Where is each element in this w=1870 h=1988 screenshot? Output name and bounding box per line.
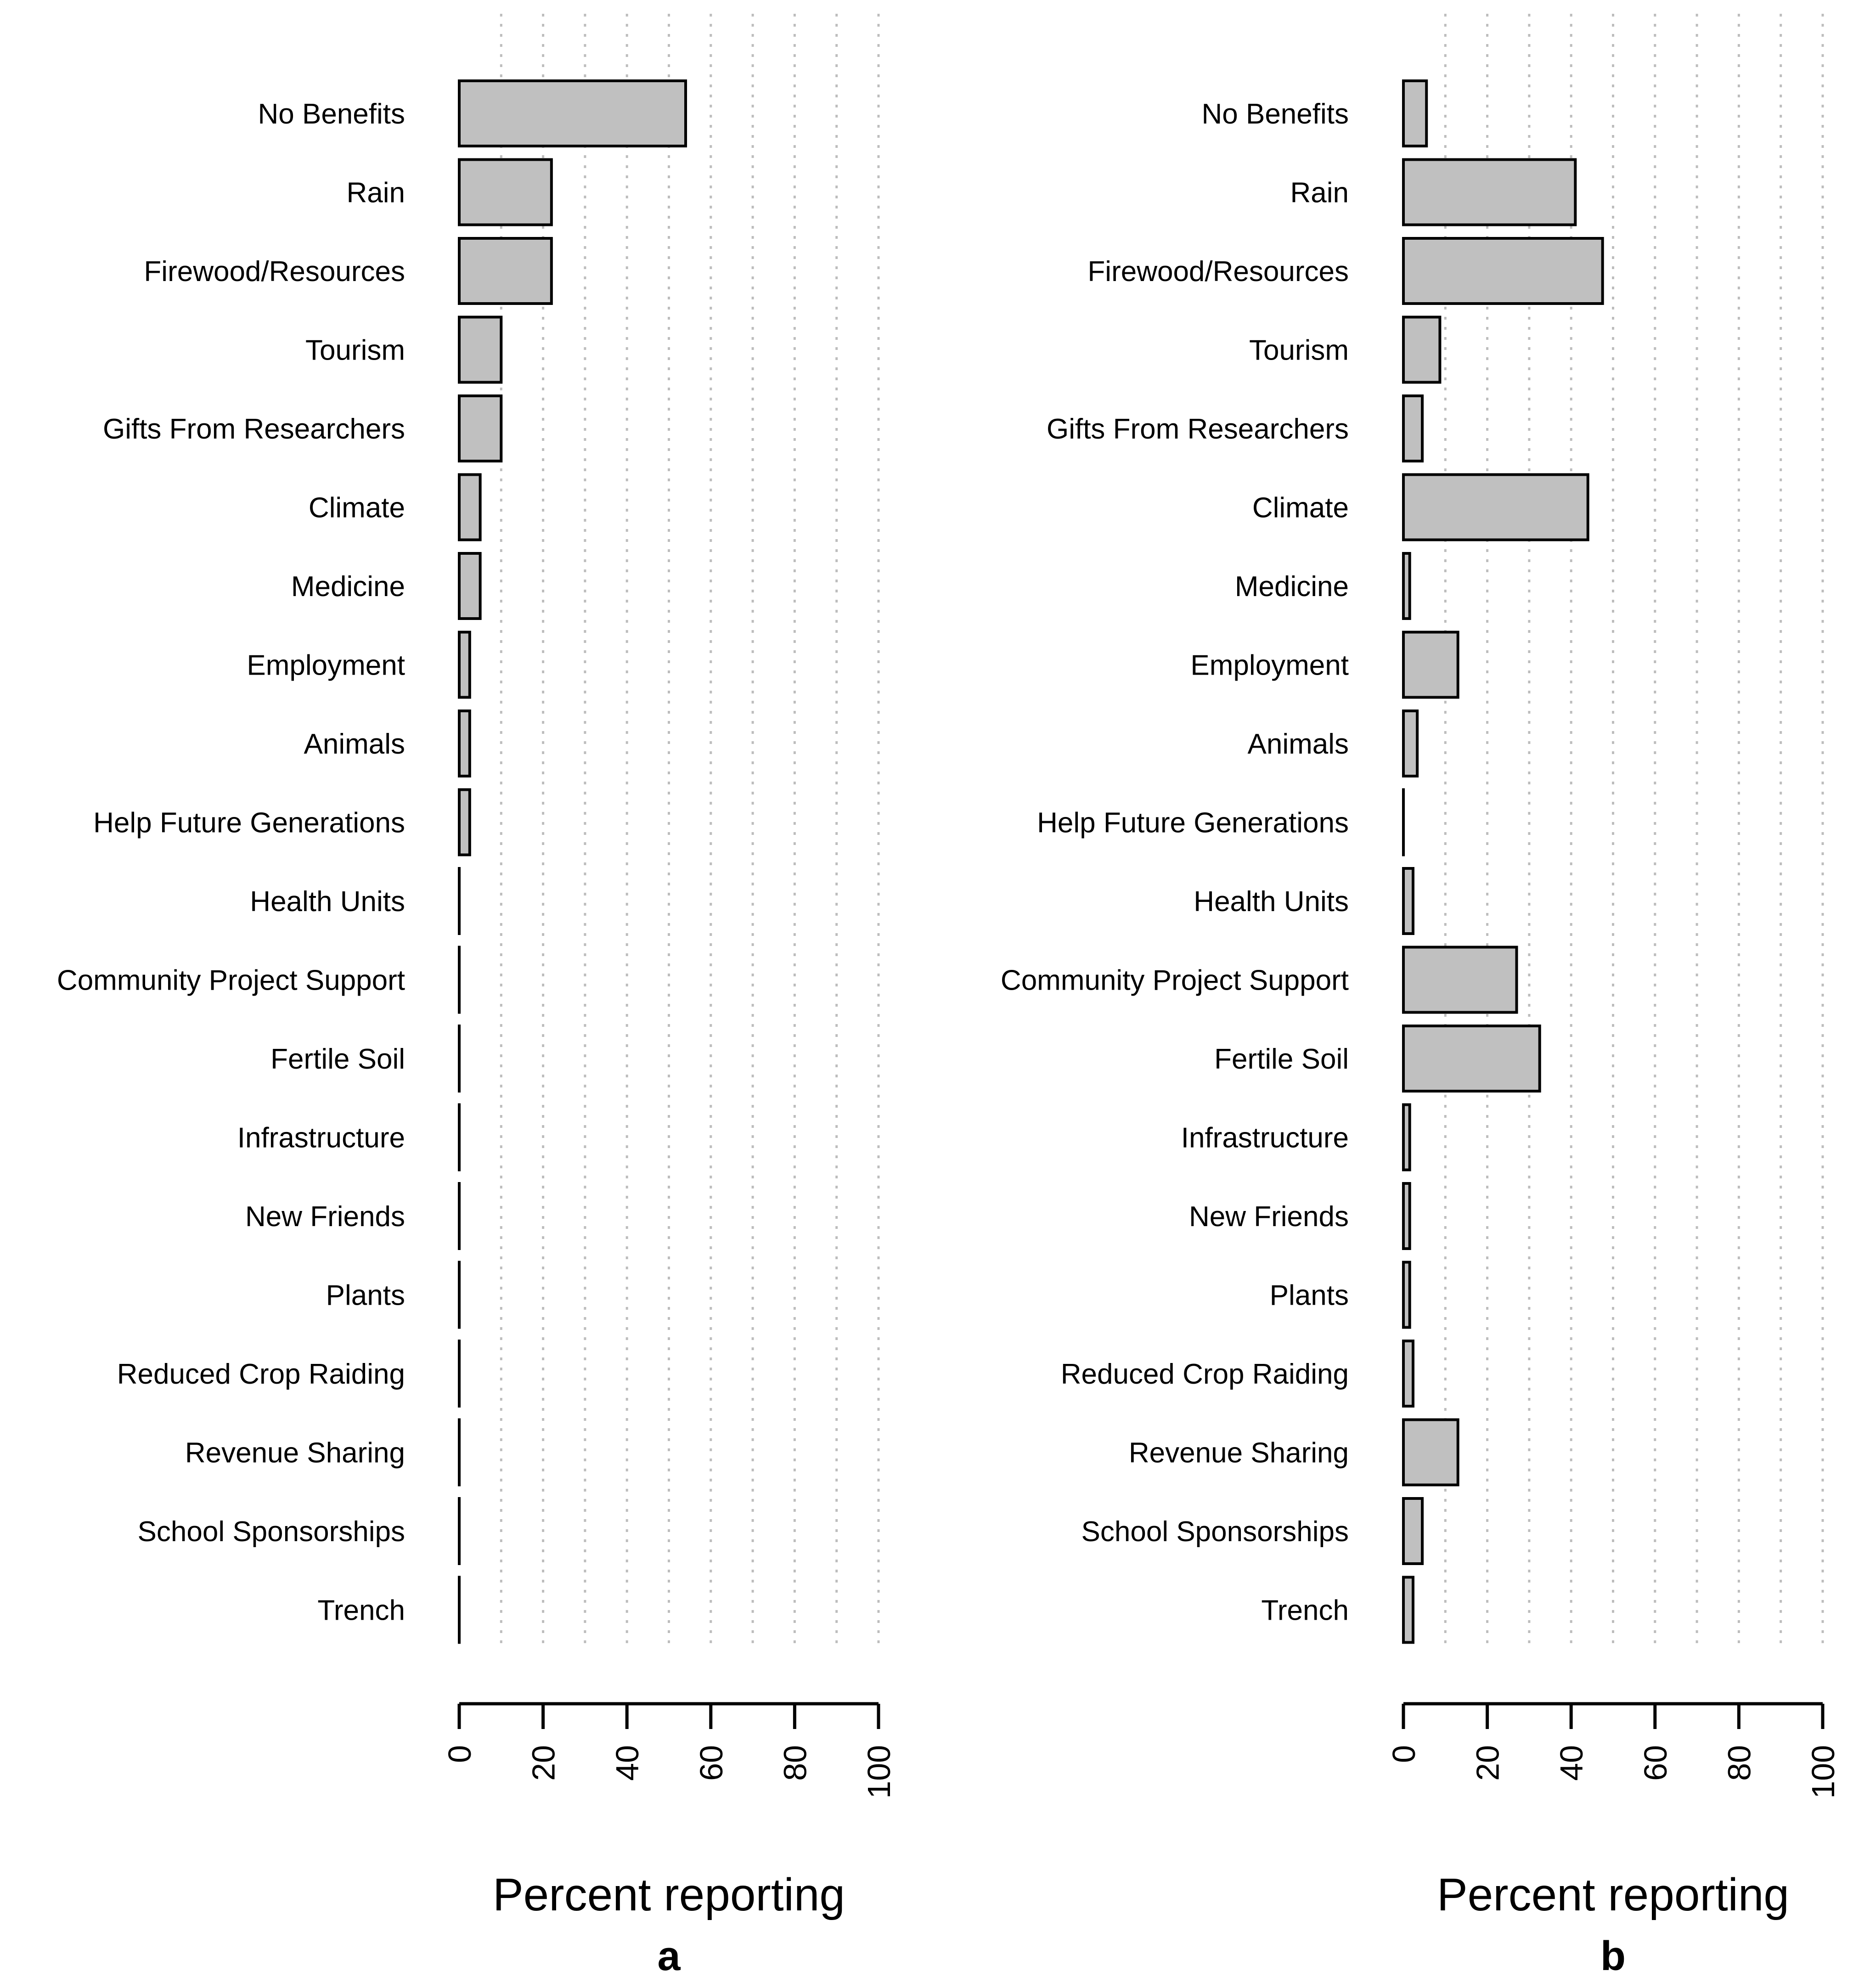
category-label: Fertile Soil	[270, 1043, 405, 1075]
category-label: Climate	[309, 492, 405, 524]
bar	[1402, 631, 1459, 699]
category-label: New Friends	[1189, 1201, 1349, 1233]
category-label: Reduced Crop Raiding	[117, 1358, 405, 1390]
bar	[1402, 315, 1442, 384]
category-label: Trench	[317, 1595, 405, 1627]
bar	[1402, 1025, 1541, 1093]
x-axis-title: Percent reporting	[1437, 1869, 1789, 1920]
category-label: School Sponsorships	[138, 1516, 405, 1548]
bar	[458, 473, 482, 541]
x-axis-title: Percent reporting	[493, 1869, 845, 1920]
bar	[458, 710, 471, 777]
category-label: Help Future Generations	[93, 807, 405, 839]
category-label: Animals	[1247, 728, 1349, 760]
x-tick-label: 60	[1638, 1745, 1673, 1781]
category-label: Community Project Support	[57, 965, 405, 997]
x-tick-label: 40	[1554, 1745, 1589, 1781]
category-label: No Benefits	[258, 98, 405, 130]
bar	[458, 788, 471, 856]
bar	[1402, 473, 1589, 541]
bar	[1402, 1576, 1414, 1644]
category-label: Help Future Generations	[1037, 807, 1349, 839]
category-label: Gifts From Researchers	[1047, 413, 1349, 445]
x-tick-label: 100	[861, 1745, 897, 1799]
bar	[1402, 867, 1414, 935]
category-label: Infrastructure	[237, 1122, 405, 1154]
category-label: Health Units	[250, 886, 405, 918]
category-label: Employment	[1190, 650, 1349, 681]
bar	[1402, 1182, 1411, 1250]
bar	[1402, 1103, 1411, 1171]
bar	[1402, 1261, 1411, 1329]
category-label: Climate	[1252, 492, 1349, 524]
bar	[458, 552, 482, 620]
category-label: No Benefits	[1201, 98, 1349, 130]
x-tick-label: 60	[693, 1745, 729, 1781]
category-label: Employment	[247, 650, 405, 681]
category-label: Trench	[1261, 1595, 1349, 1627]
bar	[1402, 1340, 1414, 1408]
bar	[1402, 79, 1428, 147]
category-label: Rain	[346, 177, 405, 209]
category-label: Plants	[1270, 1280, 1349, 1312]
category-label: New Friends	[245, 1201, 405, 1233]
category-label: Revenue Sharing	[185, 1437, 405, 1469]
category-label: Tourism	[305, 335, 405, 366]
category-label: School Sponsorships	[1081, 1516, 1349, 1548]
bar	[1402, 1497, 1424, 1565]
category-label: Animals	[304, 728, 405, 760]
category-label: Revenue Sharing	[1129, 1437, 1349, 1469]
bar	[1402, 158, 1577, 226]
bar	[1402, 552, 1411, 620]
category-label: Reduced Crop Raiding	[1061, 1358, 1349, 1390]
bar	[458, 315, 503, 384]
panel-label: b	[1600, 1933, 1626, 1979]
category-label: Tourism	[1249, 335, 1349, 366]
category-label: Medicine	[1235, 571, 1349, 603]
bar	[458, 79, 687, 147]
category-label: Firewood/Resources	[144, 256, 405, 287]
bar	[1402, 237, 1604, 305]
bar	[1402, 946, 1518, 1014]
category-label: Infrastructure	[1181, 1122, 1349, 1154]
category-label: Health Units	[1194, 886, 1349, 918]
category-label: Gifts From Researchers	[103, 413, 405, 445]
x-tick-label: 0	[1386, 1745, 1422, 1763]
category-label: Medicine	[291, 571, 405, 603]
panel-b: No Benefits Rain Firewood/Resources Tourism…	[1001, 14, 1841, 1979]
x-tick-label: 0	[442, 1745, 478, 1763]
panel-a: No Benefits Rain Firewood/Resources Tourism…	[57, 14, 897, 1979]
bar	[1402, 710, 1419, 777]
bar	[458, 394, 503, 462]
x-tick-label: 80	[777, 1745, 813, 1781]
bar	[1402, 394, 1424, 462]
bar	[458, 237, 553, 305]
bar	[1402, 1418, 1459, 1487]
x-tick-label: 40	[609, 1745, 645, 1781]
category-label: Rain	[1290, 177, 1349, 209]
x-tick-label: 20	[1470, 1745, 1506, 1781]
bar	[458, 158, 553, 226]
category-label: Firewood/Resources	[1087, 256, 1349, 287]
category-label: Community Project Support	[1001, 965, 1349, 997]
x-tick-label: 80	[1721, 1745, 1757, 1781]
x-tick-label: 20	[526, 1745, 562, 1781]
panel-label: a	[657, 1933, 681, 1979]
category-label: Fertile Soil	[1214, 1043, 1349, 1075]
x-tick-label: 100	[1805, 1745, 1841, 1799]
bar	[458, 631, 471, 699]
category-label: Plants	[326, 1280, 405, 1312]
